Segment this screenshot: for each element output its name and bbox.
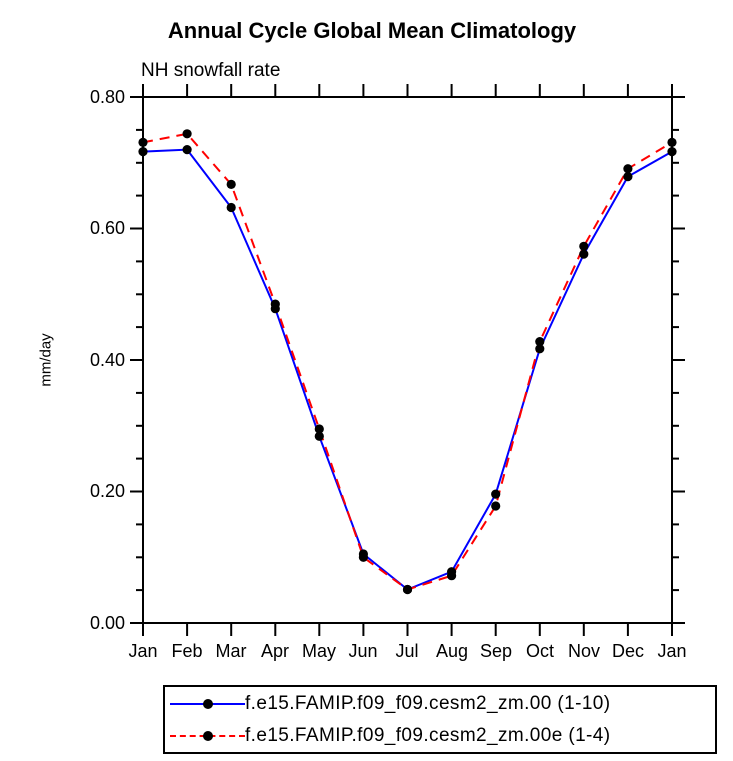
x-tick-label: Oct [525,641,554,661]
legend-label: f.e15.FAMIP.f09_f09.cesm2_zm.00 (1-10) [245,692,611,714]
legend-label: f.e15.FAMIP.f09_f09.cesm2_zm.00e (1-4) [245,724,611,746]
x-tick-label: Apr [260,641,289,661]
legend-row: f.e15.FAMIP.f09_f09.cesm2_zm.00e (1-4) [165,720,715,752]
x-tick-label: Nov [567,641,600,661]
x-tick-label: Sep [479,641,513,661]
y-tick-label: 0.40 [89,350,125,370]
x-tick-label: May [301,641,336,661]
y-tick-label: 0.60 [89,218,125,238]
x-tick-label: Jan [128,641,158,661]
y-tick-label: 0.00 [89,613,125,633]
x-tick-label: Aug [435,641,469,661]
x-tick-label: Mar [215,641,247,661]
x-tick-label: Jan [657,641,687,661]
x-tick-label: Feb [171,641,203,661]
legend-marker-dot-icon [202,730,213,741]
y-tick-label: 0.20 [89,481,125,501]
chart-title: Annual Cycle Global Mean Climatology [167,18,577,43]
x-tick-label: Dec [611,641,644,661]
chart-subtitle: NH snowfall rate [141,60,281,81]
x-tick-label: Jun [348,641,378,661]
x-tick-label: Jul [395,641,419,661]
legend-line-sample-blue [170,698,245,709]
legend-line-sample-red [170,730,245,741]
legend-row: f.e15.FAMIP.f09_f09.cesm2_zm.00 (1-10) [165,688,715,720]
legend: f.e15.FAMIP.f09_f09.cesm2_zm.00 (1-10) f… [163,685,717,754]
y-tick-label: 0.80 [89,87,125,107]
legend-marker-dot-icon [202,698,213,709]
